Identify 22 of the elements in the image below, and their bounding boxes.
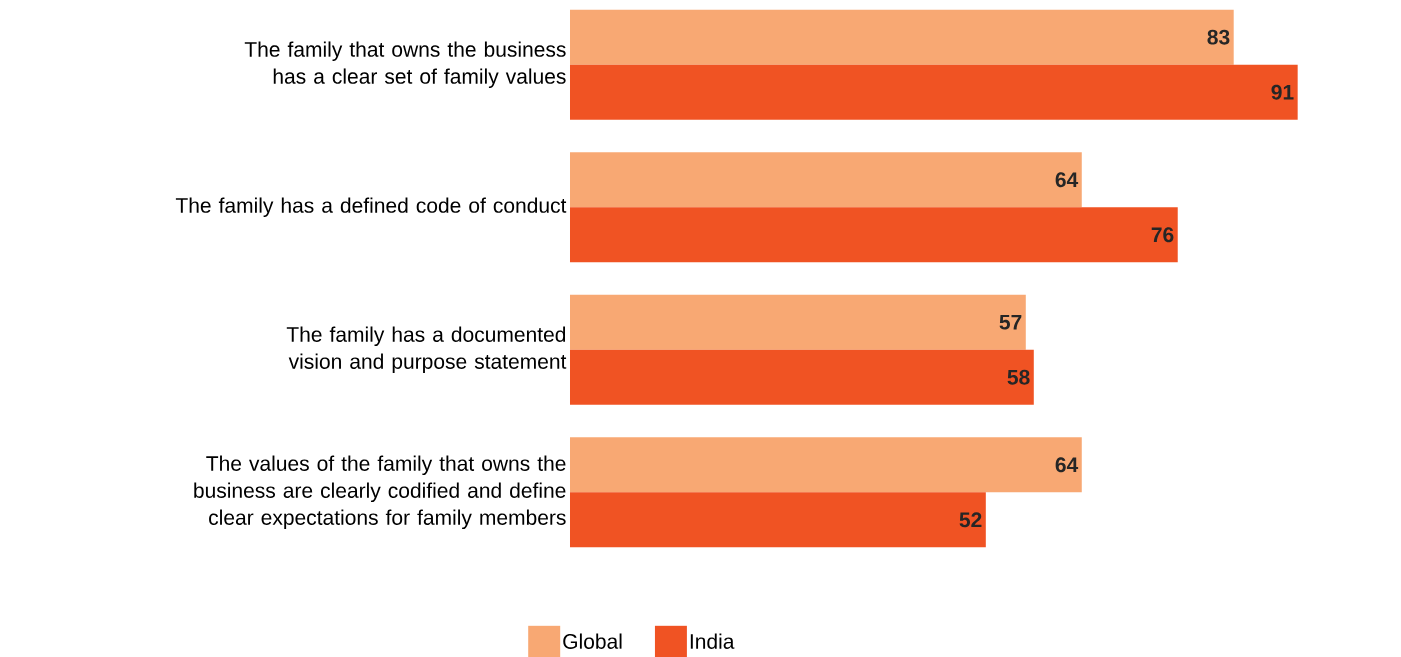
y-tick-label: The family that owns the business has a clear set of family values [244,41,566,88]
bar [570,437,1082,493]
bar [570,152,1082,208]
bar [570,349,1034,405]
bar [570,492,986,548]
legend-label: Global [563,633,622,649]
bar [570,294,1026,350]
data-label: 64 [1055,457,1079,473]
data-label: 91 [1271,84,1294,100]
data-label: 76 [1151,227,1174,243]
data-label: 83 [1207,29,1230,45]
bar [570,207,1178,263]
y-tick-label: The family has a defined code of conduct [175,197,567,218]
data-label: 52 [959,512,982,528]
data-label: 58 [1007,369,1030,385]
data-label: 64 [1055,172,1079,188]
y-tick-label: The values of the family that owns the business are clearly codified and define clear expectations for family members [194,455,566,530]
legend-label: India [690,633,735,649]
y-tick-label: The family has a documented vision and purpose statement [286,326,567,374]
data-label: 57 [999,314,1022,330]
bar [570,9,1234,65]
bar [570,64,1298,120]
